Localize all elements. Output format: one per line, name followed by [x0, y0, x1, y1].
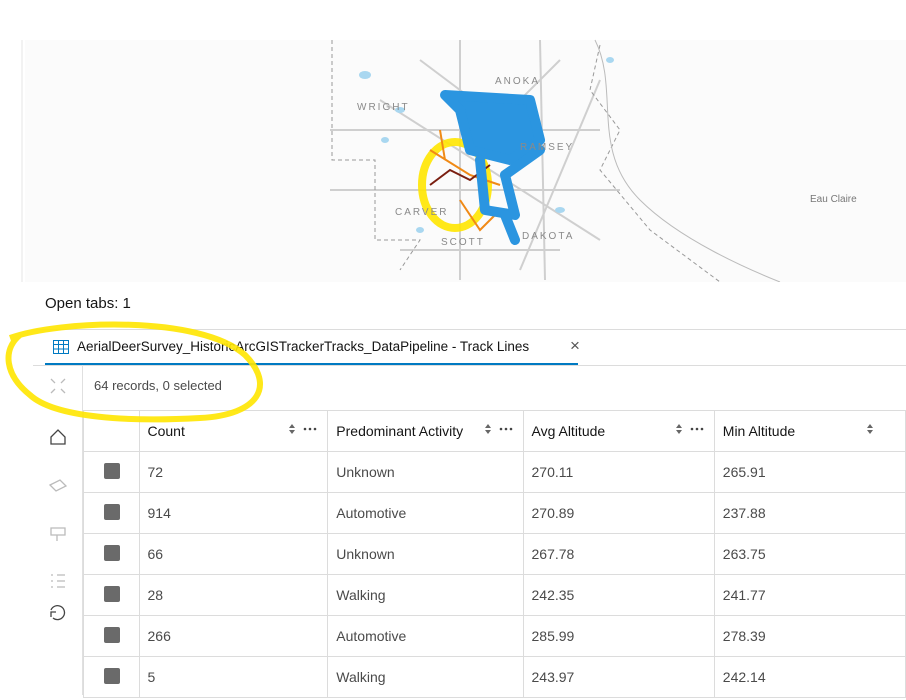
table-cell: Unknown	[327, 533, 524, 575]
home-icon[interactable]	[50, 429, 66, 445]
column-title: Avg Altitude	[531, 423, 606, 439]
table-cell: Unknown	[327, 451, 524, 493]
map: ANOKA WRIGHT RAMSEY CARVER SCOTT DAKOTA …	[0, 0, 906, 282]
table-cell: 66	[138, 533, 329, 575]
select-header	[83, 410, 140, 452]
refresh-icon[interactable]	[50, 604, 66, 621]
column-header[interactable]: Predominant Activity	[327, 410, 524, 452]
row-checkbox[interactable]	[104, 667, 120, 684]
tab-title: AerialDeerSurvey_HistoricArcGISTrackerTr…	[77, 339, 530, 354]
column-title: Min Altitude	[722, 423, 796, 439]
table-cell: 263.75	[713, 533, 906, 575]
select-cell	[83, 656, 140, 698]
table-row[interactable]: 72 Unknown 270.11 265.91	[83, 451, 906, 493]
table-cell: 5	[138, 656, 329, 698]
map-labels: ANOKA WRIGHT RAMSEY CARVER SCOTT DAKOTA …	[357, 76, 857, 248]
row-checkbox[interactable]	[104, 544, 120, 561]
table-cell: 267.78	[522, 533, 715, 575]
table-cell: 270.11	[522, 451, 715, 493]
row-checkbox[interactable]	[104, 503, 120, 520]
close-button[interactable]: ×	[570, 336, 580, 355]
select-cell	[83, 492, 140, 534]
row-checkbox[interactable]	[104, 626, 120, 643]
column-header[interactable]: Min Altitude	[713, 410, 906, 452]
table-cell: Walking	[327, 574, 524, 616]
table-cell: 243.97	[522, 656, 715, 698]
table-cell: Automotive	[327, 492, 524, 534]
table-cell: 278.39	[713, 615, 906, 657]
table-cell: 237.88	[713, 492, 906, 534]
table-cell: 242.35	[522, 574, 715, 616]
map-label: Eau Claire	[810, 194, 857, 205]
map-label: ANOKA	[495, 76, 540, 87]
table-cell: 266	[138, 615, 329, 657]
table-body: 72 Unknown 270.11 265.91 914 Automotive 270.89…	[83, 451, 906, 698]
table-row[interactable]: 28 Walking 242.35 241.77	[83, 574, 906, 616]
row-checkbox[interactable]	[104, 585, 120, 602]
table-cell: Walking	[327, 656, 524, 698]
table-icon	[53, 340, 69, 354]
tab-bar: AerialDeerSurvey_HistoricArcGISTrackerTr…	[33, 329, 906, 366]
tab[interactable]: AerialDeerSurvey_HistoricArcGISTrackerTr…	[45, 330, 580, 365]
table-cell: 241.77	[713, 574, 906, 616]
list-icon[interactable]	[51, 574, 65, 588]
clear-icon[interactable]	[48, 479, 68, 492]
table-row[interactable]: 914 Automotive 270.89 237.88	[83, 492, 906, 534]
table-cell: 72	[138, 451, 329, 493]
select-cell	[83, 615, 140, 657]
sidebar	[33, 365, 83, 695]
table-cell: 914	[138, 492, 329, 534]
table-cell: 28	[138, 574, 329, 616]
map-label: RAMSEY	[520, 142, 574, 153]
table-cell: Automotive	[327, 615, 524, 657]
record-count: 64 records, 0 selected	[94, 378, 222, 393]
filter-icon[interactable]	[50, 527, 66, 541]
table-cell: 265.91	[713, 451, 906, 493]
map-label: SCOTT	[441, 237, 485, 248]
sort-controls[interactable]	[865, 423, 895, 438]
sort-controls[interactable]	[287, 423, 317, 438]
sort-controls[interactable]	[483, 423, 513, 438]
select-cell	[83, 451, 140, 493]
table-cell: 270.89	[522, 492, 715, 534]
table-cell: 242.14	[713, 656, 906, 698]
select-cell	[83, 533, 140, 575]
column-title: Count	[147, 423, 185, 439]
header-row: Count Predominant Activity Avg Altitude Min…	[83, 410, 906, 452]
map-label: WRIGHT	[357, 102, 410, 113]
select-cell	[83, 574, 140, 616]
open-tabs: Open tabs: 1	[45, 295, 131, 312]
map-label: CARVER	[395, 207, 449, 218]
table-cell: 285.99	[522, 615, 715, 657]
map-label: DAKOTA	[522, 231, 574, 242]
sort-controls[interactable]	[674, 423, 704, 438]
column-title: Predominant Activity	[336, 423, 464, 439]
table-row[interactable]: 5 Walking 243.97 242.14	[83, 656, 906, 698]
attribute-table: Count Predominant Activity Avg Altitude Min…	[83, 410, 906, 698]
column-header[interactable]: Avg Altitude	[522, 410, 715, 452]
column-header[interactable]: Count	[138, 410, 329, 452]
zoom-icon[interactable]	[50, 378, 66, 394]
row-checkbox[interactable]	[104, 462, 120, 479]
table-row[interactable]: 66 Unknown 267.78 263.75	[83, 533, 906, 575]
sidebar-icons	[48, 378, 68, 621]
table-row[interactable]: 266 Automotive 285.99 278.39	[83, 615, 906, 657]
